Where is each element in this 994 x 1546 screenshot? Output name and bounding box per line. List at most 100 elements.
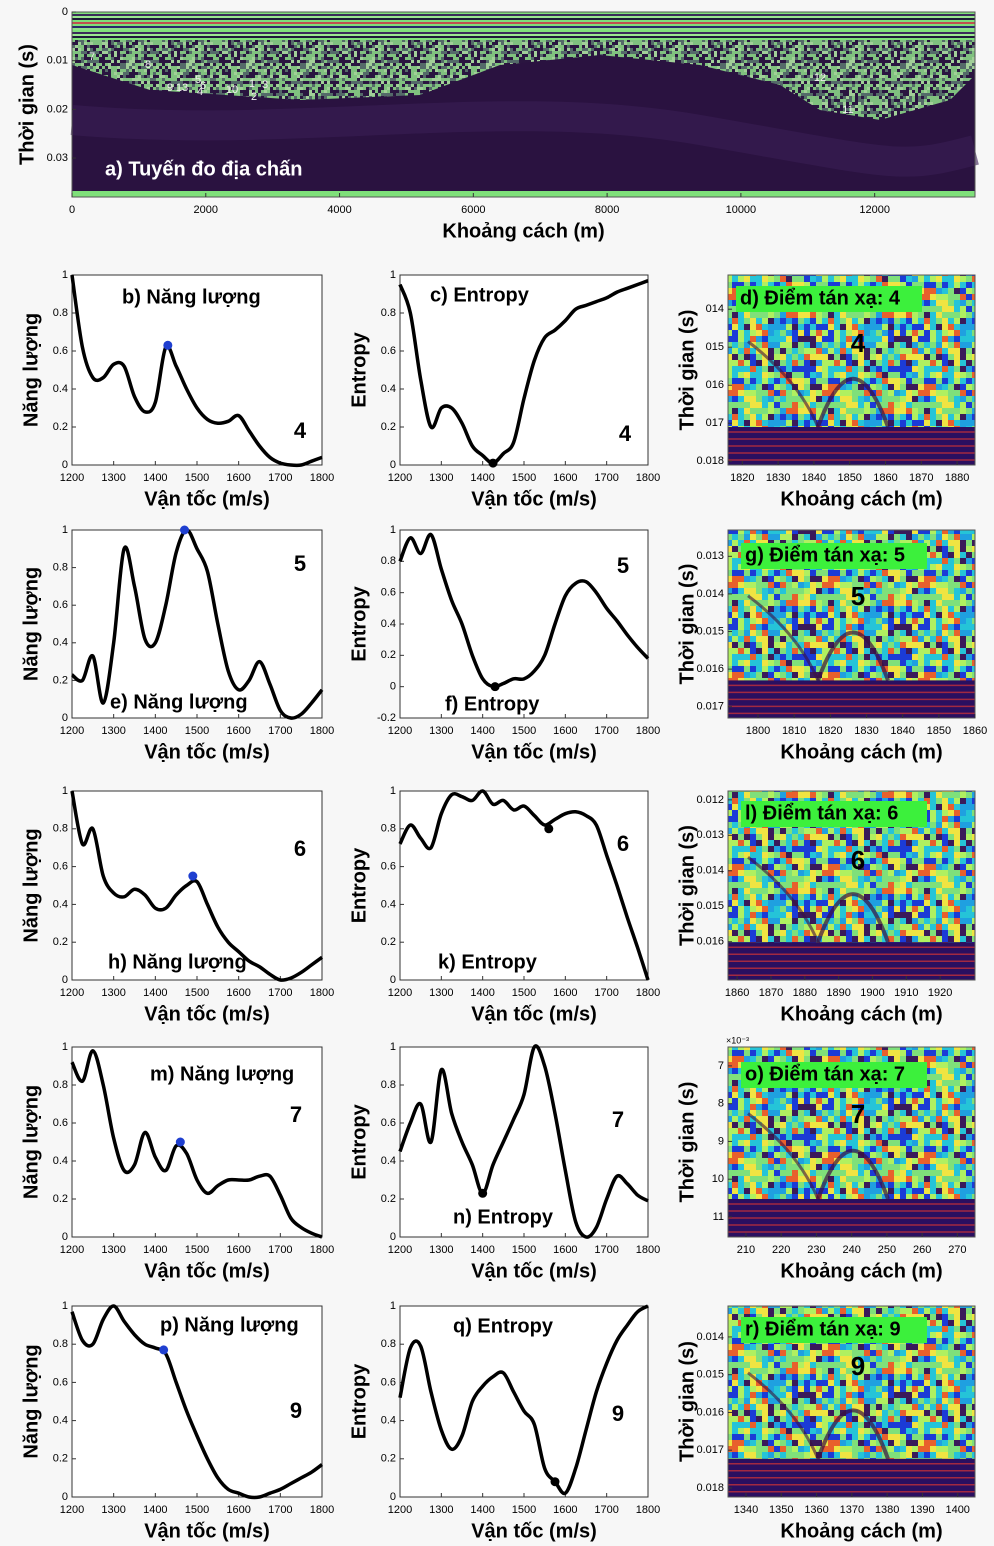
line-series bbox=[70, 790, 324, 982]
x-tick-label: 1890 bbox=[826, 987, 850, 999]
y-tick-label: 1 bbox=[390, 1300, 396, 1312]
x-tick-label: 1600 bbox=[226, 1244, 250, 1256]
y-tick-label: 0 bbox=[390, 974, 396, 986]
point-label: 6 bbox=[617, 831, 629, 856]
x-tick-label: 1800 bbox=[636, 725, 660, 737]
event-label: 2 bbox=[251, 91, 257, 103]
point-label: 4 bbox=[294, 418, 307, 443]
x-tick-label: 1700 bbox=[594, 725, 618, 737]
plot-area bbox=[399, 1046, 649, 1238]
x-tick-label: 1600 bbox=[226, 1504, 250, 1516]
y-tick-label: 0 bbox=[390, 1491, 396, 1503]
chart-title: d) Điểm tán xạ: 4 bbox=[740, 287, 901, 309]
y-tick-label: 0.2 bbox=[53, 1453, 68, 1465]
event-label: 6 bbox=[200, 80, 206, 92]
x-axis-label: Khoảng cách (m) bbox=[780, 741, 942, 763]
plot-frame bbox=[727, 790, 976, 981]
point-label: 4 bbox=[851, 328, 866, 358]
event-label: 7 bbox=[89, 51, 95, 63]
y-axis-label: Entropy bbox=[348, 1363, 370, 1439]
title-box bbox=[741, 1062, 927, 1088]
x-tick-label: 1800 bbox=[746, 725, 770, 737]
x-tick-label: 1500 bbox=[185, 472, 209, 484]
x-tick-label: 1300 bbox=[101, 987, 125, 999]
event-label: 12 bbox=[814, 72, 826, 84]
seismic-stripe bbox=[72, 24, 975, 26]
highlight-point bbox=[163, 340, 173, 350]
seismic-stripe bbox=[72, 28, 975, 30]
y-tick-label: 0.02 bbox=[47, 103, 68, 115]
x-axis-label: Vận tốc (m/s) bbox=[471, 741, 597, 763]
y-scale-label: ×10⁻³ bbox=[726, 1035, 749, 1045]
x-tick-label: 1900 bbox=[860, 987, 884, 999]
y-tick-label: 0.8 bbox=[381, 1338, 396, 1350]
y-tick-label: 0 bbox=[62, 712, 68, 724]
point-label: 5 bbox=[617, 553, 629, 578]
line-series bbox=[70, 274, 323, 468]
x-tick-label: 1910 bbox=[894, 987, 918, 999]
y-tick-label: 014 bbox=[706, 303, 724, 315]
event-label: 5 bbox=[195, 74, 201, 86]
chart-title: p) Năng lượng bbox=[160, 1314, 299, 1336]
y-axis-label: Năng lượng bbox=[20, 1085, 42, 1199]
y-tick-label: 0.015 bbox=[696, 1369, 724, 1381]
y-tick-label: 0.8 bbox=[381, 1079, 396, 1091]
y-tick-label: 0.6 bbox=[53, 1117, 68, 1129]
line-series bbox=[398, 532, 650, 689]
highlight-point bbox=[488, 458, 498, 468]
y-tick-label: 0.4 bbox=[381, 1155, 396, 1167]
chart-title: r) Điểm tán xạ: 9 bbox=[745, 1318, 901, 1340]
y-tick-label: 0 bbox=[62, 974, 68, 986]
y-tick-label: 0.018 bbox=[696, 1482, 724, 1494]
x-tick-label: 1300 bbox=[429, 987, 453, 999]
point-label: 7 bbox=[851, 1099, 865, 1129]
y-tick-label: 0.8 bbox=[381, 823, 396, 835]
chart-title: h) Năng lượng bbox=[108, 951, 247, 973]
y-tick-label: 0 bbox=[62, 1491, 68, 1503]
y-tick-label: 0.017 bbox=[696, 1444, 724, 1456]
y-tick-label: 1 bbox=[390, 269, 396, 281]
y-tick-label: 1 bbox=[62, 1300, 68, 1312]
plot-area bbox=[399, 790, 649, 981]
y-tick-label: 0.6 bbox=[381, 1376, 396, 1388]
title-box bbox=[736, 286, 922, 312]
y-tick-label: 017 bbox=[706, 417, 724, 429]
event-label: 13 bbox=[176, 82, 188, 94]
y-tick-label: 0.4 bbox=[381, 383, 396, 395]
seismic-bottom bbox=[72, 191, 975, 197]
x-tick-label: 1500 bbox=[185, 725, 209, 737]
x-tick-label: 1500 bbox=[512, 987, 536, 999]
y-tick-label: 0.6 bbox=[53, 861, 68, 873]
highlight-point bbox=[478, 1188, 488, 1198]
seismic-stripe bbox=[72, 36, 975, 38]
x-tick-label: 1700 bbox=[594, 987, 618, 999]
x-tick-label: 4000 bbox=[327, 204, 351, 216]
y-tick-label: 0.4 bbox=[381, 898, 396, 910]
x-tick-label: 1400 bbox=[143, 472, 167, 484]
y-axis-label: Thời gian (s) bbox=[676, 310, 698, 431]
y-tick-label: 0.2 bbox=[53, 674, 68, 686]
highlight-point bbox=[159, 1345, 169, 1355]
y-tick-label: 0.2 bbox=[381, 936, 396, 948]
y-tick-label: 10 bbox=[712, 1173, 724, 1185]
x-axis-label: Khoảng cách (m) bbox=[780, 488, 942, 510]
x-tick-label: 1850 bbox=[927, 725, 951, 737]
x-axis-label: Vận tốc (m/s) bbox=[144, 488, 270, 510]
seismic-stripe bbox=[72, 22, 975, 24]
x-tick-label: 1600 bbox=[553, 1244, 577, 1256]
y-tick-label: -0.2 bbox=[377, 712, 396, 724]
y-tick-label: 015 bbox=[706, 341, 724, 353]
x-tick-label: 1400 bbox=[470, 1504, 494, 1516]
x-tick-label: 1600 bbox=[553, 987, 577, 999]
x-tick-label: 1200 bbox=[388, 987, 412, 999]
chart-title: q) Entropy bbox=[453, 1315, 554, 1337]
x-tick-label: 12000 bbox=[859, 204, 890, 216]
x-tick-label: 1400 bbox=[470, 472, 494, 484]
seismic-deep bbox=[70, 101, 979, 177]
x-tick-label: 1380 bbox=[875, 1504, 899, 1516]
x-tick-label: 1300 bbox=[429, 1504, 453, 1516]
x-axis-label: Vận tốc (m/s) bbox=[471, 1520, 597, 1542]
x-tick-label: 1820 bbox=[818, 725, 842, 737]
